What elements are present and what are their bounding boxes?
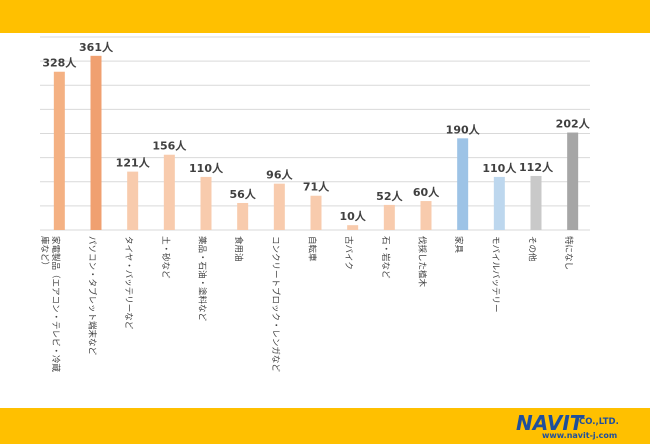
- category-label: 家電製品（エアコン・テレビ・冷蔵: [50, 236, 61, 373]
- bar: [200, 176, 212, 230]
- category-label: 伐採した植木: [417, 236, 428, 288]
- bar: [420, 201, 432, 230]
- category-label: コンクリートブロック・レンガなど: [270, 236, 281, 372]
- brand-name: NAVIT: [516, 411, 584, 435]
- value-label: 328人: [42, 56, 77, 70]
- value-label: 110人: [482, 161, 517, 175]
- category-label: 土・砂など: [160, 236, 171, 279]
- value-label: 60人: [413, 185, 440, 199]
- category-label: 石・岩など: [380, 236, 391, 279]
- bar: [383, 204, 395, 230]
- category-label: その他: [527, 236, 538, 262]
- bar: [493, 176, 505, 230]
- bar: [457, 138, 469, 230]
- value-label: 202人: [556, 117, 591, 131]
- value-label: 190人: [446, 122, 481, 136]
- bar: [127, 171, 139, 230]
- category-label: 古バイク: [343, 236, 354, 270]
- bar: [347, 225, 359, 230]
- bar: [310, 195, 322, 230]
- value-label: 10人: [340, 209, 367, 223]
- bar: [237, 202, 249, 230]
- category-label: 家具: [453, 236, 464, 254]
- category-label: パソコン・タブレット端末など: [87, 236, 98, 356]
- category-label: 特になし: [563, 236, 574, 270]
- category-label: 自転車: [307, 236, 318, 262]
- bars: [53, 55, 579, 230]
- bar: [273, 183, 285, 230]
- category-label: 庫など）: [39, 236, 50, 270]
- brand-logo: NAVIT CO.,LTD. www.navit-j.com: [516, 411, 636, 441]
- brand-url: www.navit-j.com: [542, 431, 618, 440]
- value-label: 110人: [189, 161, 224, 175]
- value-label: 361人: [79, 40, 114, 54]
- value-label: 71人: [303, 180, 330, 194]
- category-label: タイヤ・バッテリーなど: [123, 236, 133, 330]
- value-label: 96人: [266, 168, 293, 182]
- value-label: 121人: [116, 156, 151, 170]
- category-label: 食用油: [233, 236, 244, 262]
- top-banner: [0, 0, 650, 33]
- bar: [163, 154, 175, 230]
- value-label: 52人: [376, 189, 403, 203]
- brand-suffix: CO.,LTD.: [579, 417, 619, 427]
- bottom-banner: [0, 408, 650, 444]
- bar: [90, 55, 102, 230]
- bar: [53, 71, 65, 230]
- value-label: 156人: [152, 139, 187, 153]
- value-label: 56人: [230, 187, 257, 201]
- bar: [530, 175, 542, 230]
- category-label: モバイルバッテリー: [490, 236, 500, 313]
- value-label: 112人: [519, 160, 554, 174]
- category-label: 薬品・石油・塗料など: [197, 236, 208, 322]
- bar: [567, 132, 579, 230]
